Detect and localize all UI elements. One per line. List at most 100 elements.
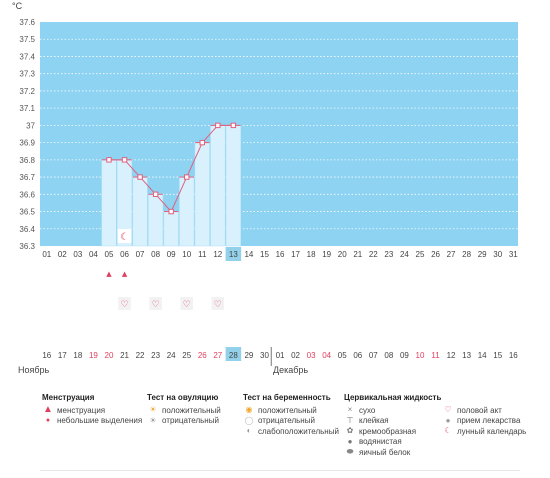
drop-icon: ▲ (106, 270, 112, 278)
temperature-bar (225, 125, 241, 247)
today-date-highlight (225, 347, 242, 361)
y-tick-label: 36.3 (19, 242, 35, 251)
cycle-day-label: 10 (182, 250, 191, 259)
legend-item: ◉ положительный (243, 405, 339, 416)
moon-icon: ☾ (120, 232, 129, 243)
y-tick-label: 37.6 (19, 18, 35, 27)
legend-item: ● небольшие выделения (42, 416, 142, 427)
bottom-divider (40, 470, 520, 471)
temperature-bars (101, 124, 241, 247)
legend-item: ☀ положительный (147, 405, 220, 416)
date-label: 18 (73, 351, 82, 360)
cycle-day-label: 05 (105, 250, 114, 259)
pregnancy-weak-icon: ◐ (246, 426, 252, 436)
cycle-day-label: 27 (447, 250, 456, 259)
small-drop-icon: ● (45, 416, 51, 424)
sticky-icon: ⊤ (346, 415, 354, 425)
legend-item: ☀ отрицательный (147, 416, 221, 427)
date-label: 22 (136, 351, 145, 360)
date-label: 21 (120, 351, 129, 360)
y-tick-label: 37.3 (19, 70, 35, 79)
temperature-point (199, 139, 205, 146)
cycle-day-label: 11 (198, 250, 207, 259)
heart-icon: ♡ (152, 300, 160, 310)
legend-item: ✿ кремообразная (344, 426, 441, 437)
date-label: 01 (276, 351, 285, 360)
cycle-day-label: 07 (136, 250, 145, 259)
cycle-day-label: 24 (400, 250, 409, 259)
y-tick-label: 37.4 (19, 52, 35, 61)
legend-item: ● водянистая (344, 437, 441, 448)
pill-icon: ● (445, 415, 451, 425)
date-label: 06 (353, 351, 362, 360)
cycle-day-label: 12 (213, 250, 222, 259)
heart-icon: ♡ (444, 405, 452, 415)
grid-lines (40, 38, 518, 230)
heart-icon: ♡ (214, 300, 222, 310)
month-december: Декабрь (273, 365, 308, 375)
date-label: 23 (151, 351, 160, 360)
legend-cervical: Цервикальная жидкость × сухо ⊤ клейкая ✿ кр… (344, 393, 441, 458)
legend-item: ♡ половой акт (442, 405, 526, 416)
temperature-point (137, 174, 143, 180)
cycle-day-label: 04 (89, 250, 98, 259)
y-tick-label: 36.9 (19, 139, 35, 148)
legend-item: ⬬ яичный белок (344, 447, 441, 458)
y-tick-label: 37 (26, 121, 35, 130)
date-label: 30 (260, 351, 269, 360)
date-label: 05 (338, 351, 347, 360)
date-label: 13 (462, 351, 471, 360)
legend-menstruation: Менструация ▲ менструация ● небольшие выде… (42, 393, 142, 426)
moon-icon: ☾ (444, 426, 452, 436)
cycle-day-label: 02 (58, 250, 67, 259)
date-label: 14 (478, 351, 487, 360)
ovulation-negative-icon: ☀ (149, 415, 157, 425)
month-november: Ноябрь (18, 365, 50, 375)
pregnancy-positive-icon: ◉ (245, 405, 253, 415)
y-tick-label: 37.5 (19, 35, 35, 44)
date-label: 16 (42, 351, 51, 360)
unit-label: °C (12, 1, 23, 11)
legend-item: ☾ лунный календарь (442, 426, 526, 437)
date-label: 15 (493, 351, 502, 360)
today-day-highlight (225, 247, 242, 261)
cycle-day-label: 31 (509, 250, 518, 259)
ovulation-positive-icon: ☀ (149, 405, 157, 415)
cycle-day-label: 26 (431, 250, 440, 259)
cycle-day-label: 18 (307, 250, 316, 259)
legend-item: ▲ менструация (43, 404, 106, 416)
legend-item: ● прием лекарства (442, 416, 526, 427)
date-axis: 16 17 18 19 20 21 22 23 24 25 26 27 28 29 30 01 02 03 04 05… (42, 347, 518, 366)
cycle-day-label: 20 (338, 250, 347, 259)
cycle-day-label: 01 (42, 250, 51, 259)
temperature-bar (148, 194, 164, 247)
date-label: 03 (307, 351, 316, 360)
date-label: 29 (244, 351, 253, 360)
temperature-bar (163, 211, 179, 247)
date-label: 12 (447, 351, 456, 360)
dry-icon: × (347, 405, 353, 415)
legend-item: ⊤ клейкая (344, 416, 441, 427)
date-label: 17 (58, 351, 67, 360)
temperature-bar (210, 125, 226, 247)
temperature-point (106, 157, 112, 163)
legend-ovulation: Тест на овуляцию ☀ положительный ☀ отрицат… (147, 393, 221, 426)
legend-cervical-title: Цервикальная жидкость (344, 393, 442, 402)
cycle-day-label: 08 (151, 250, 160, 259)
watery-icon: ● (347, 436, 353, 446)
y-tick-label: 36.6 (19, 190, 35, 199)
y-tick-label: 36.5 (19, 208, 35, 217)
creamy-icon: ✿ (346, 426, 354, 436)
date-label: 27 (213, 351, 222, 360)
legend-item: ◯ отрицательный (244, 415, 315, 426)
intercourse-cell (149, 297, 162, 310)
cycle-day-label: 29 (478, 250, 487, 259)
y-tick-label: 37.1 (19, 104, 35, 113)
cycle-day-label: 03 (73, 250, 82, 259)
date-label: 08 (384, 351, 393, 360)
date-label: 16 (509, 351, 518, 360)
temperature-bar (101, 159, 117, 247)
date-label: 24 (167, 351, 176, 360)
temperature-bar (194, 142, 210, 247)
cycle-day-label: 17 (291, 250, 300, 259)
